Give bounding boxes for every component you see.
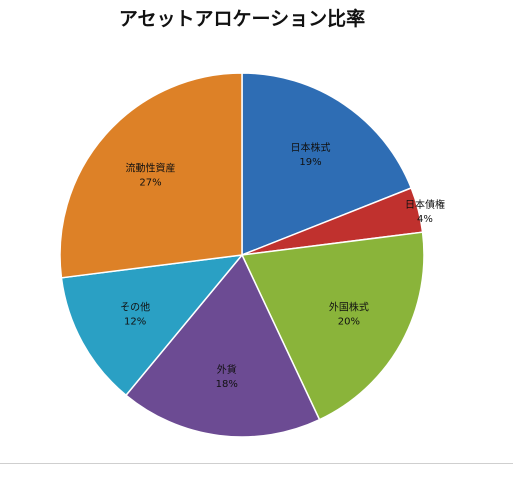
slice-value-label: 19%	[299, 157, 321, 168]
slice-label: 日本株式	[291, 141, 331, 154]
bottom-divider	[0, 463, 513, 464]
slice-value-label: 4%	[417, 214, 433, 225]
slice-label: 日本債権	[405, 198, 445, 211]
pie-labels: 日本株式 19% 日本債権 4% 外国株式 20% 外貨 18% その他 12% 流動性資産 27%	[120, 141, 445, 390]
pie-slice	[241, 72, 413, 257]
slice-value-label: 12%	[124, 317, 146, 328]
slice-value-label: 20%	[338, 317, 360, 328]
slice-label: 流動性資産	[126, 161, 176, 174]
pie-slice	[60, 254, 244, 397]
slice-value-label: 27%	[139, 177, 161, 188]
slice-value-label: 18%	[216, 379, 238, 390]
chart-title: アセットアロケーション比率	[119, 7, 365, 30]
pie-slice	[240, 231, 425, 421]
pie-slices	[59, 72, 425, 438]
slice-label: 外国株式	[329, 301, 369, 314]
slice-label: 外貨	[217, 363, 237, 376]
pie-slice	[59, 72, 243, 279]
pie-slice	[124, 253, 321, 438]
slice-label: その他	[120, 301, 150, 314]
